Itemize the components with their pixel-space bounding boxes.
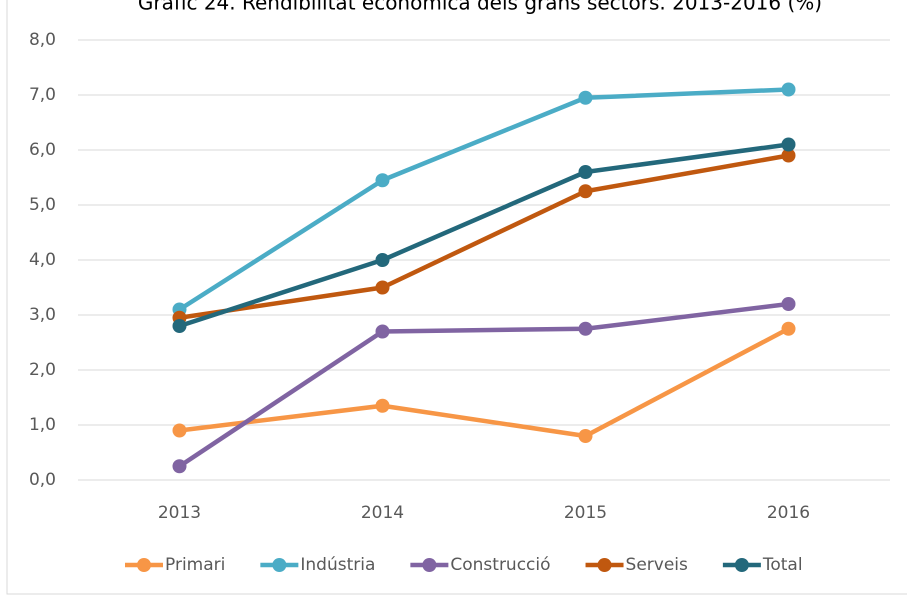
data-point (172, 459, 187, 474)
y-tick-label: 2,0 (29, 360, 56, 380)
y-tick-label: 3,0 (29, 305, 56, 325)
x-tick-label: 2016 (767, 503, 810, 523)
series-line (178, 87, 789, 312)
data-point (578, 165, 593, 179)
data-point (578, 90, 593, 105)
data-point (781, 321, 796, 336)
legend-label: Construcció (450, 555, 550, 575)
legend-marker (272, 558, 287, 572)
series-line (178, 142, 789, 329)
legend-marker (734, 558, 749, 572)
data-point (781, 137, 796, 152)
data-point (375, 324, 390, 339)
data-point (375, 398, 390, 413)
data-point (172, 319, 187, 333)
data-point (375, 280, 390, 295)
series-line (178, 301, 789, 469)
data-point (578, 184, 593, 199)
data-point (375, 173, 390, 188)
chart-title: Gràfic 24. Rendibilitat econòmica dels g… (138, 0, 822, 15)
x-tick-label: 2014 (361, 503, 404, 523)
legend-marker (422, 558, 437, 572)
data-point (375, 253, 390, 267)
x-tick-label: 2013 (158, 503, 201, 523)
series-line (179, 326, 790, 439)
data-point (781, 297, 796, 311)
legend-label: Indústria (300, 555, 375, 575)
legend-label: Primari (165, 555, 225, 575)
legend-label: Total (762, 555, 803, 575)
y-tick-label: 4,0 (29, 250, 56, 270)
y-tick-label: 8,0 (29, 30, 56, 50)
legend-marker (137, 558, 151, 572)
y-tick-label: 5,0 (29, 195, 56, 215)
y-tick-label: 1,0 (29, 415, 56, 435)
series-line (179, 153, 789, 320)
data-point (172, 423, 187, 438)
data-point (781, 148, 796, 163)
data-point (578, 321, 593, 336)
chart-border (6, 0, 907, 595)
y-tick-label: 7,0 (29, 85, 56, 105)
legend-marker (597, 558, 612, 572)
y-tick-label: 0,0 (29, 470, 56, 490)
legend-label: Serveis (626, 555, 688, 575)
y-tick-label: 6,0 (29, 140, 56, 160)
x-tick-label: 2015 (564, 503, 607, 523)
data-point (578, 429, 593, 443)
data-point (781, 82, 796, 97)
